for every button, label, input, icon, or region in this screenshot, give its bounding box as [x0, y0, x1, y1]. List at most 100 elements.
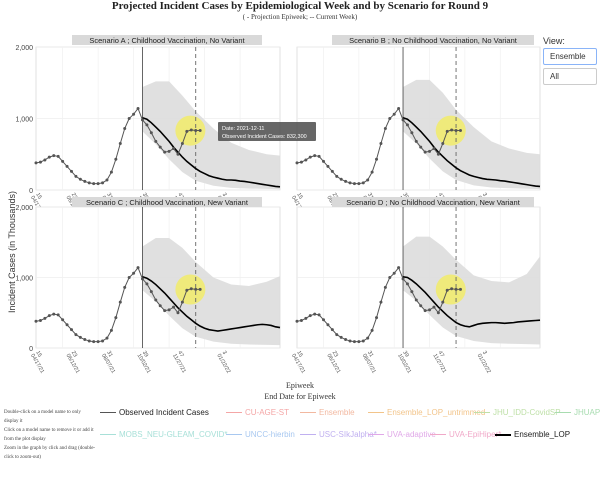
panel-title: Scenario C ; Childhood Vaccination, New … [86, 198, 249, 207]
observed-point [61, 159, 65, 163]
observed-point [114, 157, 118, 161]
observed-point [69, 328, 73, 332]
observed-point [313, 154, 317, 158]
observed-point [123, 127, 127, 131]
observed-point [74, 174, 78, 178]
observed-point [423, 309, 427, 313]
observed-point [401, 118, 405, 122]
legend-item[interactable]: UVA-EpiHiper* [430, 430, 501, 439]
view-label: View: [543, 36, 565, 46]
observed-point [379, 142, 383, 146]
legend-label: UVA-adaptive [387, 430, 436, 439]
legend-item[interactable]: Ensemble_LOP [495, 430, 570, 439]
legend-label: Ensemble_LOP_untrimmed [387, 408, 486, 417]
observed-point [61, 318, 65, 322]
observed-point [185, 129, 189, 133]
observed-point [454, 287, 458, 291]
observed-point [47, 155, 51, 159]
observed-point [304, 158, 308, 162]
observed-point [172, 147, 176, 151]
chart-subtitle: ( - Projection Epiweek; -- Current Week) [242, 13, 358, 21]
observed-point [308, 314, 312, 318]
observed-point [313, 312, 317, 316]
observed-point [38, 160, 42, 164]
legend-item[interactable]: CU-AGE-ST [226, 408, 289, 417]
observed-point [96, 340, 100, 344]
observed-point [47, 314, 51, 318]
view-option-all[interactable]: All [543, 68, 597, 85]
observed-point [189, 128, 193, 132]
help-line: Double-click on a model name to only dis… [4, 410, 81, 424]
legend-item[interactable]: UVA-adaptive [368, 430, 436, 439]
x-tick-label: 3108/07/21 [100, 350, 121, 375]
legend-item[interactable]: Ensemble_LOP_untrimmed [368, 408, 485, 417]
plot-area[interactable]: Incident Cases (in Thousands) 0 1,000 2,00… [0, 0, 600, 400]
uncertainty-band [142, 238, 280, 346]
observed-point [344, 179, 348, 183]
observed-point [92, 182, 96, 186]
x-tick-label: 3910/02/21 [396, 350, 417, 375]
legend-item[interactable]: JHU_IDD-CovidSP [474, 408, 561, 417]
legend-item[interactable]: Ensemble [300, 408, 355, 417]
observed-point [38, 319, 42, 323]
legend-item[interactable]: UNCC-hierbin [226, 430, 295, 439]
observed-point [180, 142, 184, 146]
x-tick-label: 3108/07/21 [361, 350, 382, 375]
legend-swatch [555, 412, 571, 413]
legend-item[interactable]: Observed Incident Cases [100, 408, 209, 417]
observed-point [357, 340, 361, 344]
observed-point [295, 161, 299, 165]
y-tick-label: 2,000 [15, 45, 33, 52]
observed-point [335, 174, 339, 178]
observed-point [419, 145, 423, 149]
observed-point [352, 340, 356, 344]
view-selector: View: Ensemble All [543, 36, 597, 88]
observed-point [167, 149, 171, 153]
view-option-ensemble[interactable]: Ensemble [543, 48, 597, 65]
tooltip-value: Observed Incident Cases: 832,300 [222, 134, 307, 140]
y-tick-label: 1,000 [15, 117, 33, 124]
observed-point [428, 308, 432, 312]
observed-point [304, 316, 308, 320]
observed-point [366, 336, 370, 340]
legend-item[interactable]: JHUAPL-Bucky [555, 408, 600, 417]
scenario-panel: 0 1,000 2,000 Scenario C ; Childhood Vaccin… [15, 197, 281, 375]
uncertainty-band [403, 79, 540, 190]
legend-item[interactable]: MOBS_NEU-GLEAM_COVID* [100, 430, 227, 439]
observed-point [445, 288, 449, 292]
observed-point [163, 309, 167, 313]
observed-point [330, 328, 334, 332]
legend-label: Ensemble_LOP [514, 430, 571, 439]
panel-title: Scenario D ; No Childhood Vaccination, N… [346, 198, 520, 207]
observed-point [397, 106, 401, 110]
observed-point [176, 152, 180, 156]
legend-swatch [300, 434, 316, 435]
observed-point [194, 287, 198, 291]
observed-point [154, 298, 158, 302]
observed-point [52, 312, 56, 316]
observed-point [136, 266, 140, 270]
observed-point [109, 170, 113, 174]
legend-label: UNCC-hierbin [245, 430, 295, 439]
observed-point [127, 276, 131, 279]
observed-point [189, 287, 193, 291]
uncertainty-band [142, 81, 280, 190]
panel-title: Scenario A ; Childhood Vaccination, No V… [89, 36, 245, 45]
y-tick-label: 0 [29, 188, 33, 195]
observed-point [335, 333, 339, 337]
hover-tooltip: Date: 2021-12-11 Observed Incident Cases:… [218, 122, 316, 141]
observed-point [410, 290, 414, 294]
observed-point [87, 181, 91, 185]
legend-label: Ensemble [319, 408, 355, 417]
observed-point [436, 311, 440, 315]
observed-point [441, 142, 445, 146]
observed-point [132, 112, 136, 116]
observed-point [410, 131, 414, 135]
legend-item[interactable]: USC-SIkJalpha* [300, 430, 377, 439]
observed-point [339, 335, 343, 339]
observed-point [158, 145, 162, 149]
observed-point [445, 129, 449, 133]
help-line: Click on a model name to remove it or ad… [4, 428, 94, 442]
observed-point [185, 288, 189, 292]
observed-point [83, 179, 87, 183]
